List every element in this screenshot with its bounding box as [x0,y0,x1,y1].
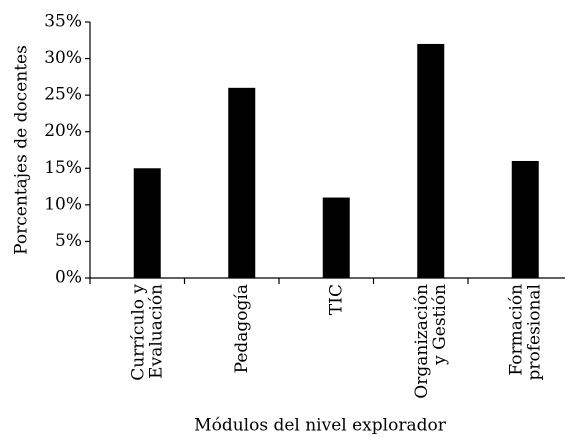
x-tick-label: Formaciónprofesional [506,284,544,381]
y-tick-label: 15% [44,158,82,178]
x-tick-label: Currículo yEvaluación [128,284,166,381]
x-tick-label: TIC [326,284,346,315]
x-tick-label: Pedagogía [231,284,251,373]
bar [322,197,350,278]
y-tick-label: 0% [55,268,82,288]
y-axis-title: Porcentajes de docentes [12,45,32,255]
y-tick-label: 10% [44,194,82,214]
x-tick-label: Organizacióny Gestión [411,284,449,399]
y-tick-label: 30% [44,48,82,68]
y-tick-label: 25% [44,85,82,105]
y-tick-label: 5% [55,231,82,251]
y-tick-label: 35% [44,12,82,32]
bar [228,87,256,278]
bar [417,43,445,278]
x-axis-title: Módulos del nivel explorador [194,416,447,436]
bar [133,168,161,278]
y-tick-label: 20% [44,121,82,141]
bar [511,160,539,278]
